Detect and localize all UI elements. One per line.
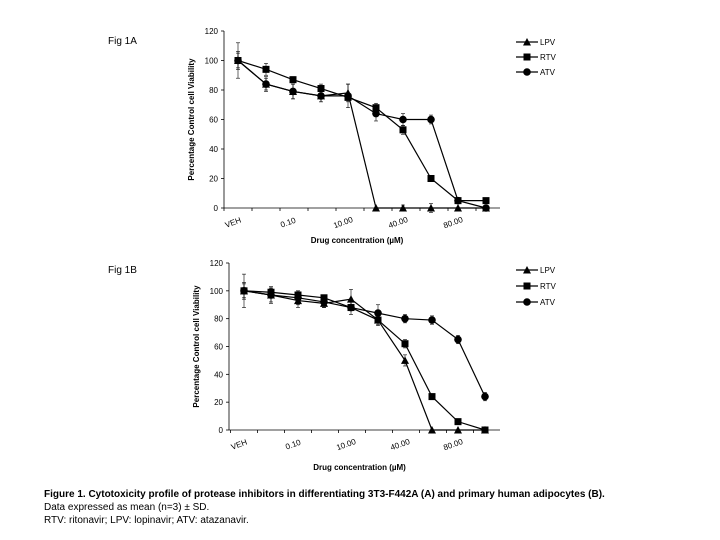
- caption-title: Figure 1. Cytotoxicity profile of protea…: [44, 489, 605, 500]
- data-point: [372, 204, 380, 212]
- caption-abbreviations: RTV: ritonavir; LPV: lopinavir; ATV: ata…: [44, 515, 249, 526]
- data-point: [401, 314, 409, 323]
- data-point: [482, 204, 490, 212]
- data-point: [289, 76, 297, 84]
- legend-marker: [523, 53, 531, 61]
- legend-label: RTV: [540, 53, 557, 62]
- data-point: [240, 287, 248, 295]
- data-point: [454, 418, 462, 426]
- series-line: [237, 59, 486, 202]
- data-point: [454, 196, 462, 205]
- y-tick-label: 120: [205, 27, 219, 36]
- data-point: [427, 204, 435, 212]
- x-tick-label: 10.00: [335, 437, 357, 452]
- data-point: [399, 115, 407, 124]
- y-tick-label: 0: [214, 204, 219, 213]
- y-tick-label: 0: [219, 426, 224, 435]
- legend-label: RTV: [540, 282, 557, 291]
- data-point: [399, 204, 407, 212]
- x-axis-title: Drug concentration (µM): [311, 236, 404, 245]
- y-tick-label: 40: [209, 145, 218, 154]
- y-axis-title: Percentage Control cell Viability: [192, 285, 201, 408]
- y-tick-label: 20: [214, 398, 223, 407]
- x-tick-label: 0.10: [284, 438, 302, 452]
- y-tick-label: 80: [214, 315, 223, 324]
- data-point: [289, 87, 297, 96]
- data-point: [401, 356, 409, 364]
- y-axis-title: Percentage Control cell Viability: [187, 58, 196, 181]
- x-tick-label: VEH: [230, 438, 249, 452]
- series-rtv: [240, 283, 489, 434]
- data-point: [344, 92, 352, 100]
- series-lpv: [240, 282, 489, 434]
- legend-label: ATV: [540, 68, 556, 77]
- y-tick-label: 120: [210, 259, 224, 268]
- x-tick-label: 40.00: [389, 437, 411, 452]
- data-point: [401, 340, 409, 348]
- y-tick-label: 80: [209, 86, 218, 95]
- legend-label: ATV: [540, 298, 556, 307]
- data-point: [347, 303, 355, 312]
- legend-entry-atv: ATV: [516, 298, 556, 307]
- legend-marker: [523, 68, 531, 76]
- legend-entry-rtv: RTV: [516, 53, 557, 62]
- data-point: [372, 109, 380, 118]
- legend-marker: [523, 282, 531, 290]
- legend-entry-lpv: LPV: [516, 38, 556, 47]
- data-point: [481, 392, 489, 401]
- y-tick-label: 60: [214, 343, 223, 352]
- data-point: [262, 65, 270, 73]
- legend-marker: [523, 298, 531, 306]
- legend-entry-rtv: RTV: [516, 282, 557, 291]
- caption-data-note: Data expressed as mean (n=3) ± SD.: [44, 502, 210, 513]
- y-tick-label: 40: [214, 370, 223, 379]
- data-point: [294, 293, 302, 302]
- y-tick-label: 100: [205, 57, 219, 66]
- y-tick-label: 20: [209, 175, 218, 184]
- chart-title-fig-1b: Fig 1B: [108, 265, 137, 276]
- y-tick-label: 60: [209, 116, 218, 125]
- data-point: [374, 309, 382, 317]
- series-line: [243, 290, 486, 397]
- series-line: [243, 290, 485, 431]
- data-point: [482, 197, 490, 205]
- data-point: [399, 126, 407, 134]
- data-point: [428, 426, 436, 434]
- chart-fig-1b: 0 20 40 60 80 100 120 VEH 0.10 10.00 40.00 80.00 Per…: [192, 259, 557, 472]
- data-point: [428, 393, 436, 401]
- data-point: [262, 80, 270, 88]
- y-tick-label: 100: [210, 287, 224, 296]
- legend-label: LPV: [540, 266, 556, 275]
- data-point: [320, 298, 328, 306]
- data-point: [454, 204, 462, 212]
- figure-caption: Figure 1. Cytotoxicity profile of protea…: [44, 488, 684, 527]
- data-point: [428, 316, 436, 324]
- data-point: [317, 92, 325, 100]
- data-point: [317, 85, 325, 93]
- data-point: [267, 291, 275, 299]
- x-axis-title: Drug concentration (µM): [313, 463, 406, 472]
- series-line: [243, 290, 486, 431]
- legend-marker: [523, 266, 531, 274]
- legend-marker: [523, 38, 531, 46]
- legend-entry-lpv: LPV: [516, 266, 556, 275]
- series-atv: [234, 42, 490, 212]
- data-point: [481, 426, 489, 434]
- series-atv: [240, 273, 489, 402]
- x-tick-label: 80.00: [442, 437, 464, 452]
- data-point: [454, 335, 462, 344]
- series-line: [237, 60, 487, 209]
- legend-label: LPV: [540, 38, 556, 47]
- chart-title-fig-1a: Fig 1A: [108, 36, 137, 47]
- legend-entry-atv: ATV: [516, 68, 556, 77]
- data-point: [427, 115, 435, 124]
- data-point: [234, 56, 242, 65]
- data-point: [454, 426, 462, 434]
- data-point: [427, 175, 435, 182]
